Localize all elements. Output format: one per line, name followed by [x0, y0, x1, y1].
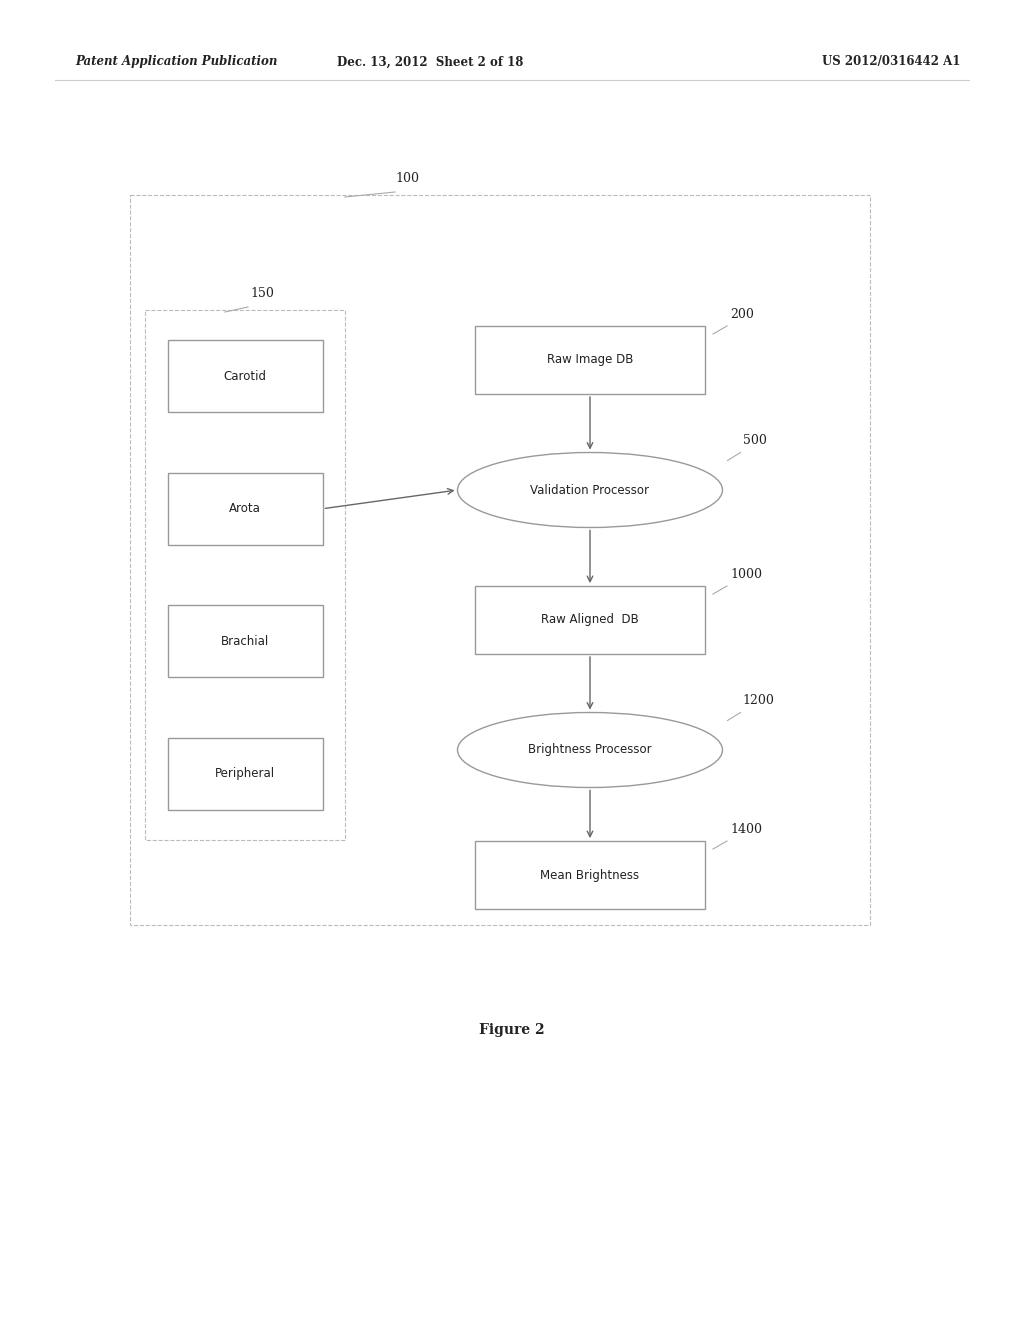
Text: Mean Brightness: Mean Brightness: [541, 869, 640, 882]
Text: 1000: 1000: [730, 568, 762, 581]
Text: Figure 2: Figure 2: [479, 1023, 545, 1038]
FancyBboxPatch shape: [168, 341, 323, 412]
Text: 100: 100: [395, 172, 419, 185]
Text: Arota: Arota: [229, 502, 261, 515]
Text: Dec. 13, 2012  Sheet 2 of 18: Dec. 13, 2012 Sheet 2 of 18: [337, 55, 523, 69]
Text: Raw Image DB: Raw Image DB: [547, 354, 633, 367]
Text: Patent Application Publication: Patent Application Publication: [75, 55, 278, 69]
Text: Peripheral: Peripheral: [215, 767, 275, 780]
Text: Brightness Processor: Brightness Processor: [528, 743, 652, 756]
FancyBboxPatch shape: [475, 586, 705, 653]
Ellipse shape: [458, 713, 723, 788]
Text: US 2012/0316442 A1: US 2012/0316442 A1: [821, 55, 961, 69]
FancyBboxPatch shape: [168, 606, 323, 677]
FancyBboxPatch shape: [475, 841, 705, 909]
Text: 150: 150: [250, 286, 273, 300]
Text: 1200: 1200: [742, 694, 774, 708]
Text: 500: 500: [742, 434, 766, 447]
Text: Carotid: Carotid: [223, 370, 266, 383]
Text: 1400: 1400: [730, 822, 762, 836]
Text: 200: 200: [730, 308, 754, 321]
Ellipse shape: [458, 453, 723, 528]
FancyBboxPatch shape: [168, 473, 323, 545]
Text: Brachial: Brachial: [221, 635, 269, 648]
FancyBboxPatch shape: [475, 326, 705, 393]
FancyBboxPatch shape: [168, 738, 323, 809]
Text: Raw Aligned  DB: Raw Aligned DB: [541, 614, 639, 627]
Text: Validation Processor: Validation Processor: [530, 483, 649, 496]
